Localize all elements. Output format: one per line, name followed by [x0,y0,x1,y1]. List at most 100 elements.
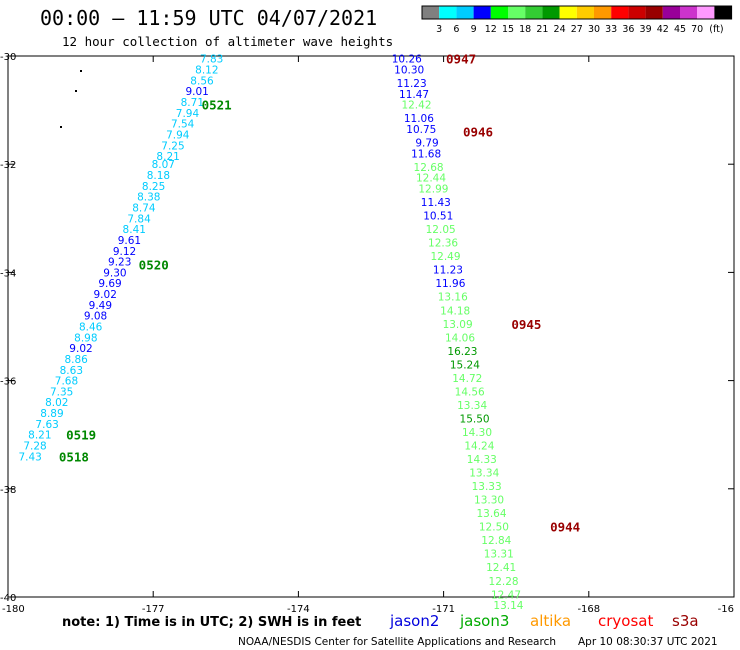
wave-height-value: 9.12 [113,246,136,258]
color-swatch [697,6,715,19]
color-scale-label: 70 [691,24,703,35]
wave-height-value: 12.84 [481,535,511,547]
wave-height-value: 13.31 [484,549,514,561]
wave-height-value: 15.24 [450,359,480,371]
wave-height-tracks: 7.838.128.569.018.717.947.547.947.258.21… [18,52,580,612]
wave-height-value: 8.21 [156,151,179,163]
wave-height-value: 8.74 [132,202,156,214]
color-scale-label: 42 [657,24,669,35]
island-dots [60,70,82,128]
color-bar-outline [421,5,733,20]
wave-height-value: 12.50 [479,522,509,534]
island-dot [60,126,62,128]
color-swatch [559,6,577,19]
wave-height-value: 8.56 [190,75,214,87]
legend-s3a: s3a [672,612,699,630]
wave-height-value: 13.64 [476,508,506,520]
pass-time-label: 0945 [511,317,541,332]
wave-height-value: 14.56 [455,386,485,398]
wave-height-value: 8.71 [181,97,204,109]
wave-height-value: 9.49 [89,300,112,312]
wave-height-value: 9.61 [118,235,141,247]
lat-tick-label: -32 [0,160,16,171]
color-scale-label: 6 [453,24,459,35]
wave-height-value: 10.30 [394,65,424,77]
lat-tick-label: -34 [0,268,16,279]
wave-height-value: 13.34 [457,400,487,412]
wave-height-value: 7.25 [161,140,184,152]
map-frame [7,55,735,598]
wave-height-value: 14.33 [467,454,497,466]
wave-height-value: 14.24 [464,441,494,453]
color-scale-label: 12 [485,24,497,35]
wave-height-value: 8.12 [195,65,218,77]
island-dot [75,90,77,92]
wave-height-value: 10.26 [392,54,422,66]
wave-height-value: 7.28 [23,441,46,453]
wave-height-value: 14.18 [440,305,470,317]
wave-height-value: 9.69 [98,278,121,290]
wave-height-value: 12.28 [489,576,519,588]
color-scale-label: 15 [502,24,514,35]
color-swatch [542,6,560,19]
wave-height-value: 7.68 [55,376,78,388]
wave-height-value: 8.86 [64,354,88,366]
color-scale-label: 39 [640,24,652,35]
lat-tick-label: -30 [0,52,16,63]
footer-org: NOAA/NESDIS Center for Satellite Applica… [238,636,556,648]
color-scale-label: 3 [436,24,442,35]
color-swatch [508,6,526,19]
wave-height-value: 8.41 [123,224,146,236]
wave-height-value: 7.63 [35,419,58,431]
wave-height-value: 10.51 [423,211,453,223]
legend-jason2: jason2 [389,612,439,630]
wave-height-value: 8.02 [45,397,68,409]
wave-height-value: 13.33 [472,481,502,493]
wave-height-value: 13.34 [469,468,499,480]
lon-tick-label: -16 [718,604,734,615]
wave-height-value: 13.09 [443,319,473,331]
color-swatch [594,6,612,19]
color-swatch [456,6,474,19]
lat-tick-label: -36 [0,377,16,388]
page-subtitle: 12 hour collection of altimeter wave hei… [62,34,393,49]
wave-height-value: 8.21 [28,430,51,442]
pass-time-label: 0944 [550,520,580,535]
wave-height-value: 7.94 [176,108,200,120]
map-border [7,55,735,598]
wave-height-value: 11.23 [397,78,427,90]
color-scale-label: 24 [554,24,566,35]
pass-time-label: 0946 [463,125,493,140]
wave-height-value: 9.79 [415,138,438,150]
wave-height-value: 13.30 [474,495,504,507]
color-swatch [662,6,680,19]
wave-height-value: 7.84 [127,213,151,225]
color-scale-label: 45 [674,24,686,35]
pass-time-label: 0519 [66,428,96,443]
wave-height-value: 16.23 [447,346,477,358]
lon-tick-label: -171 [432,604,455,615]
color-swatch [680,6,698,19]
color-swatch [473,6,491,19]
legend-cryosat: cryosat [598,612,653,630]
color-swatch [422,6,440,19]
color-scale-unit: (ft) [709,24,723,35]
wave-height-value: 9.30 [103,267,126,279]
wave-height-value: 9.01 [185,86,208,98]
color-swatch [525,6,543,19]
color-swatch [628,6,646,19]
wave-height-value: 8.38 [137,192,160,204]
wave-height-value: 7.94 [166,129,190,141]
footer-timestamp: Apr 10 08:30:37 UTC 2021 [578,636,718,648]
color-swatch [645,6,663,19]
lon-tick-label: -168 [577,604,600,615]
lon-tick-label: -180 [2,604,25,615]
wave-height-value: 8.89 [40,408,63,420]
wave-height-value: 9.02 [94,289,117,301]
wave-height-value: 12.99 [418,184,448,196]
lon-tick-label: -177 [142,604,165,615]
pass-time-label: 0518 [59,449,89,464]
wave-height-value: 11.96 [435,278,465,290]
wave-height-value: 11.06 [404,113,434,125]
